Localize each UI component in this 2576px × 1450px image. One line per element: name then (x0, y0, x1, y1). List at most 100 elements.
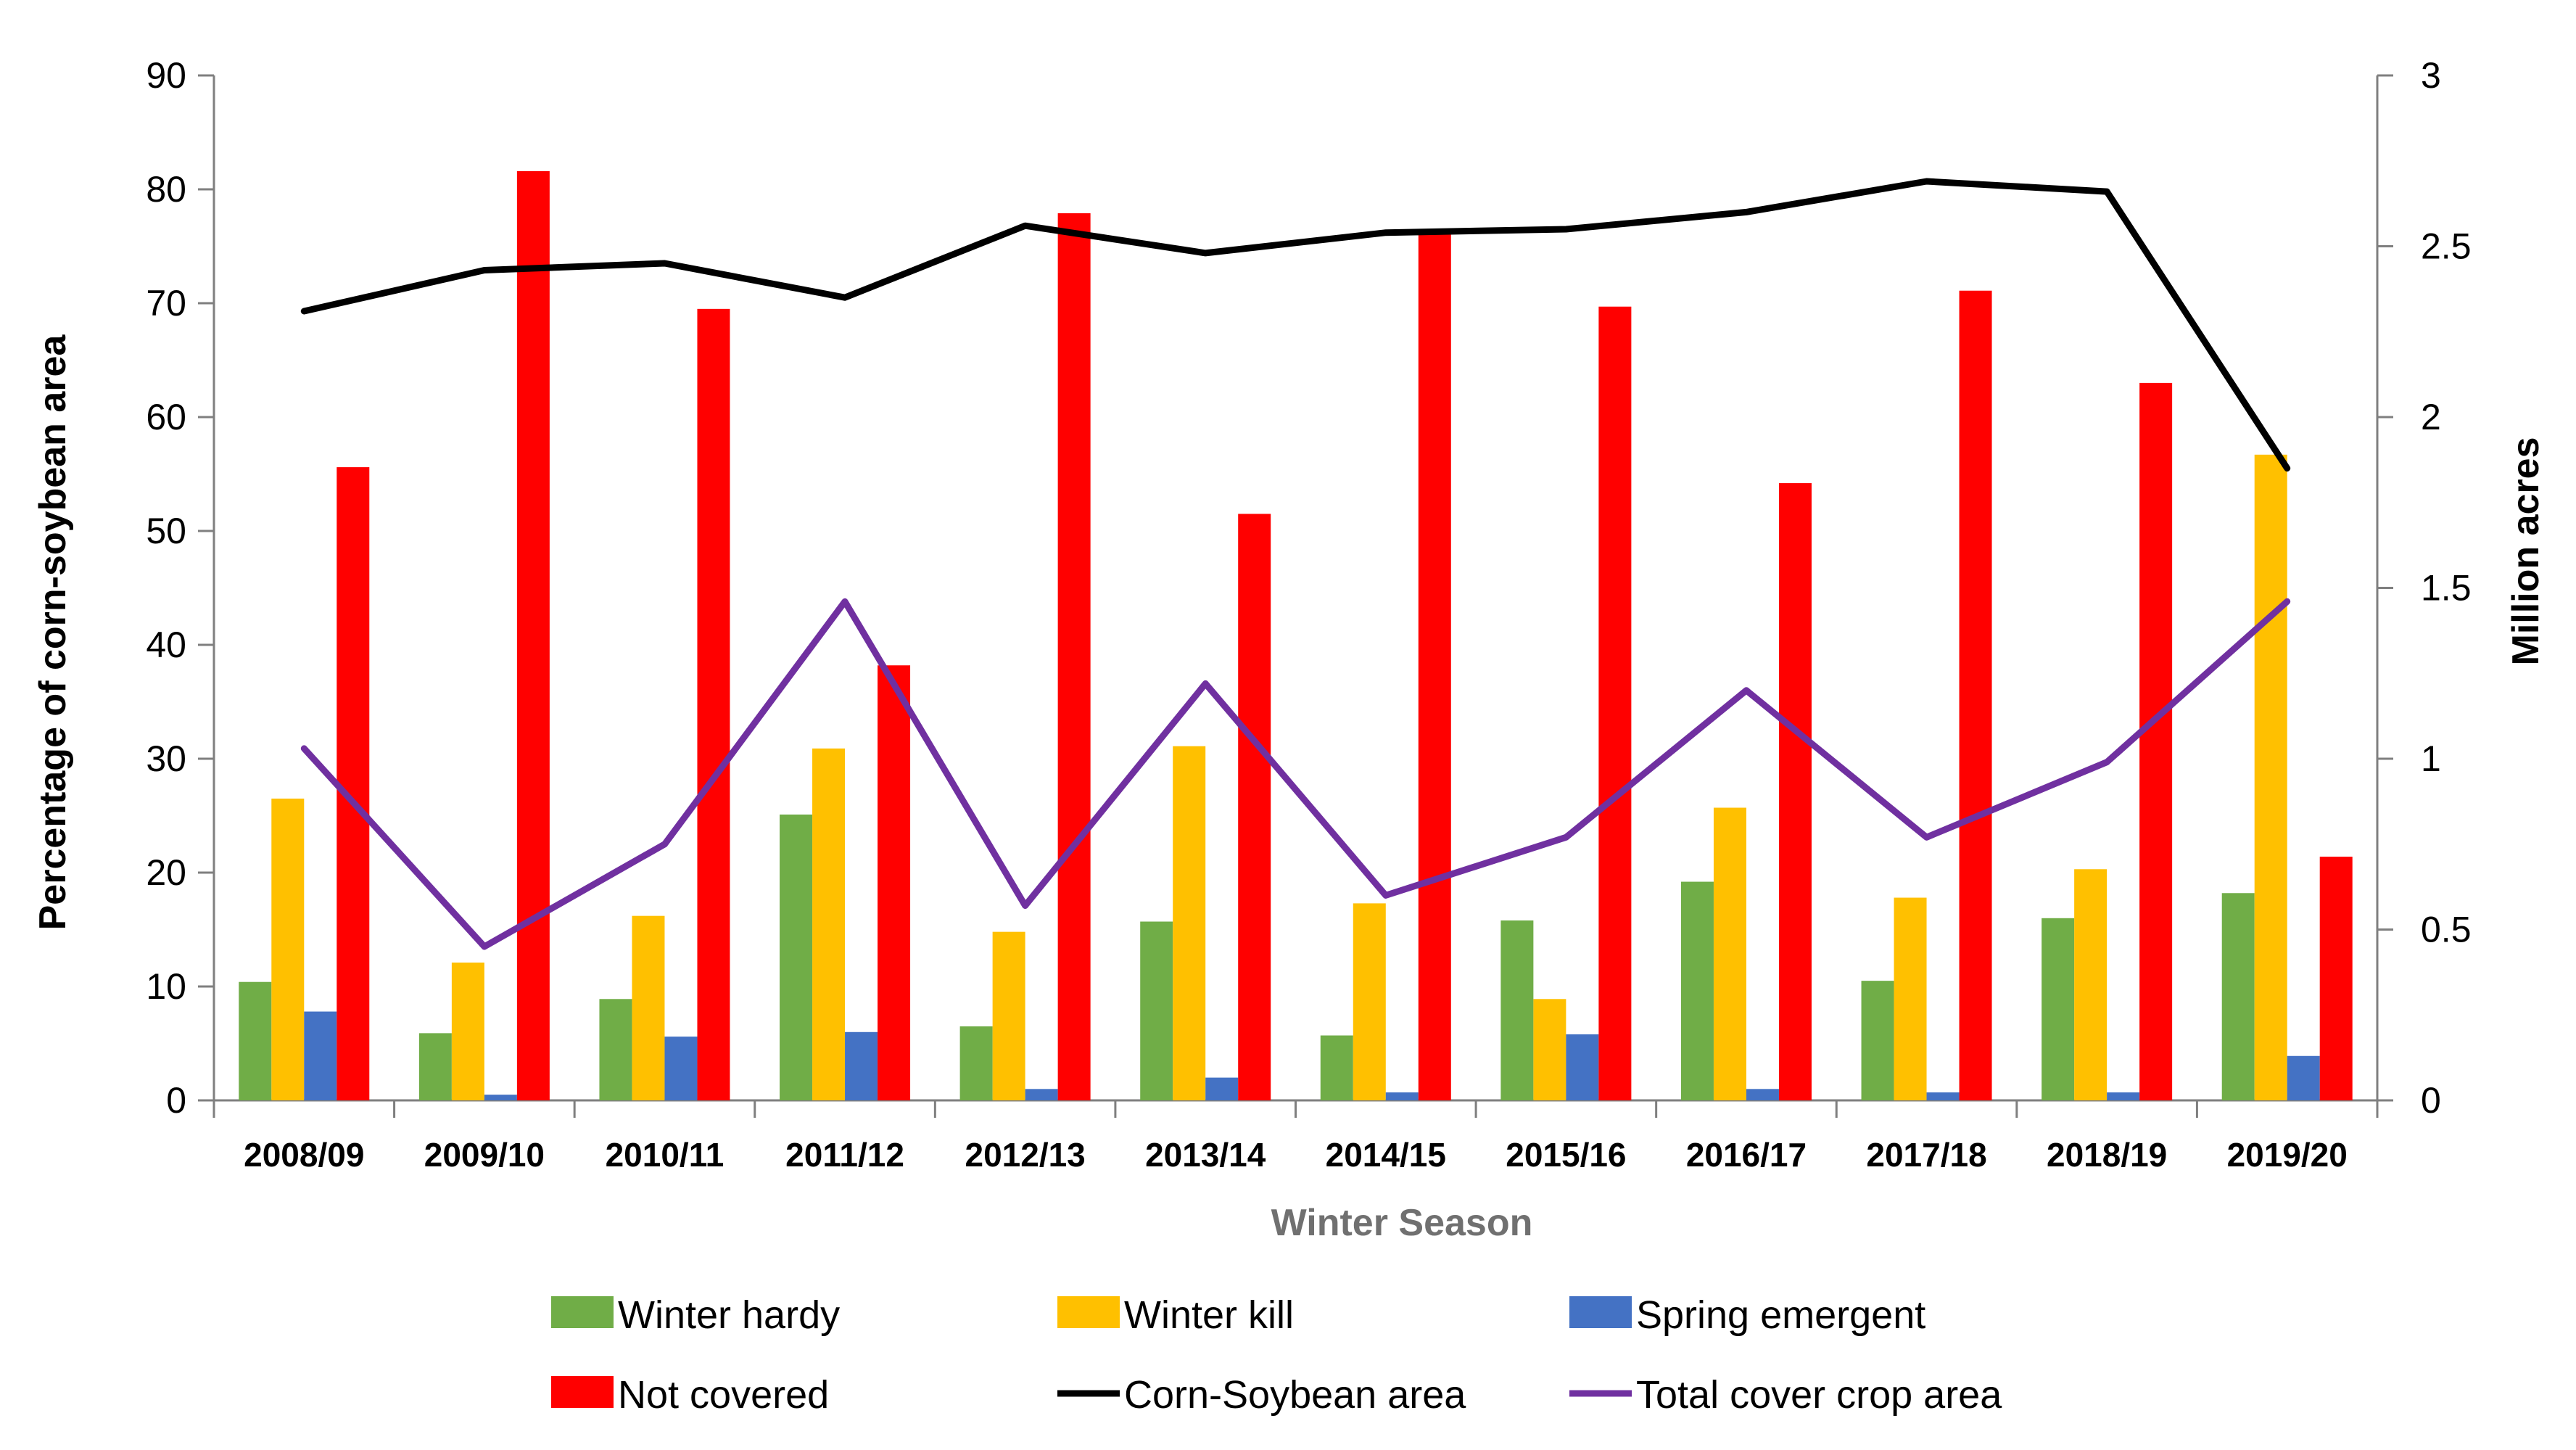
legend-swatch (1569, 1296, 1632, 1328)
bar-spring-emergent-2015-16 (1566, 1034, 1599, 1100)
bar-winter-kill-2008-09 (271, 798, 305, 1100)
y-tick-label: 90 (146, 55, 186, 96)
bar-winter-hardy-2010-11 (599, 999, 632, 1100)
legend-label: Not covered (618, 1373, 829, 1417)
bar-winter-hardy-2019-20 (2221, 893, 2255, 1100)
bar-spring-emergent-2012-13 (1025, 1089, 1058, 1100)
bar-winter-kill-2017-18 (1894, 897, 1927, 1100)
legend-label: Winter kill (1124, 1293, 1294, 1337)
y-axis-title: Percentage of corn-soybean area (32, 334, 74, 931)
x-tick-label: 2015/16 (1506, 1136, 1626, 1174)
x-tick-label: 2009/10 (424, 1136, 545, 1174)
bar-not-covered-2011-12 (878, 665, 911, 1100)
bar-winter-kill-2016-17 (1713, 807, 1746, 1100)
x-axis-title: Winter Season (1271, 1202, 1533, 1244)
y-tick-label: 50 (146, 511, 186, 551)
bar-spring-emergent-2011-12 (845, 1031, 878, 1100)
bar-spring-emergent-2016-17 (1746, 1089, 1779, 1100)
bars (239, 170, 2353, 1101)
y2-tick-label: 2.5 (2421, 226, 2472, 267)
x-tick-label: 2010/11 (606, 1136, 724, 1174)
lines (300, 178, 2291, 950)
x-tick-label: 2011/12 (785, 1136, 904, 1174)
bar-not-covered-2016-17 (1778, 483, 1812, 1100)
legend-label: Winter hardy (618, 1293, 840, 1337)
bar-winter-hardy-2011-12 (780, 814, 813, 1100)
bar-winter-kill-2015-16 (1533, 999, 1566, 1100)
bar-spring-emergent-2009-10 (484, 1095, 517, 1100)
line-corn-soybean-area (300, 178, 2291, 472)
bar-winter-hardy-2012-13 (959, 1026, 993, 1100)
bar-winter-kill-2013-14 (1173, 746, 1206, 1100)
bar-spring-emergent-2019-20 (2287, 1055, 2320, 1100)
y-tick-label: 60 (146, 397, 186, 437)
y-tick-label: 20 (146, 852, 186, 893)
bar-not-covered-2008-09 (337, 467, 370, 1100)
x-tick-label: 2019/20 (2227, 1136, 2348, 1174)
bar-spring-emergent-2010-11 (664, 1037, 698, 1100)
x-tick-label: 2013/14 (1145, 1136, 1266, 1174)
legend-label: Total cover crop area (1636, 1373, 2002, 1417)
bar-not-covered-2018-19 (2139, 382, 2173, 1100)
y2-axis-title: Million acres (2505, 437, 2547, 666)
x-tick-label: 2017/18 (1866, 1136, 1986, 1174)
bar-winter-hardy-2018-19 (2042, 918, 2075, 1100)
bar-not-covered-2013-14 (1238, 514, 1271, 1100)
y-tick-label: 80 (146, 169, 186, 210)
ticks: 0 10 20 30 40 50 60 70 80 90 0 0.5 1 1.5 2 2.5 3 2008/09 2… (146, 55, 2471, 1174)
bar-not-covered-2010-11 (697, 308, 730, 1101)
y-tick-label: 40 (146, 625, 186, 665)
legend-swatch (551, 1296, 614, 1328)
legend: Winter hardy Winter kill Spring emergent No… (551, 1293, 2002, 1417)
bar-winter-kill-2010-11 (632, 915, 665, 1100)
legend-swatch (1057, 1296, 1120, 1328)
x-tick-label: 2012/13 (965, 1136, 1085, 1174)
bar-winter-hardy-2009-10 (418, 1033, 452, 1100)
y2-tick-label: 0.5 (2421, 910, 2472, 950)
bar-winter-kill-2011-12 (812, 748, 846, 1100)
axes (198, 74, 2393, 1118)
bar-spring-emergent-2017-18 (1926, 1092, 1960, 1100)
legend-swatch (551, 1376, 614, 1408)
bar-spring-emergent-2008-09 (304, 1011, 337, 1100)
bar-winter-hardy-2015-16 (1500, 920, 1534, 1100)
y-tick-label: 70 (146, 283, 186, 324)
bar-winter-hardy-2014-15 (1320, 1035, 1353, 1100)
legend-label: Corn-Soybean area (1124, 1373, 1466, 1417)
bar-not-covered-2014-15 (1418, 230, 1451, 1100)
bar-winter-kill-2018-19 (2074, 869, 2108, 1100)
bar-winter-kill-2009-10 (451, 963, 484, 1100)
bar-not-covered-2019-20 (2319, 857, 2353, 1100)
legend-item-corn-soybean-area: Corn-Soybean area (1057, 1373, 1466, 1417)
bar-spring-emergent-2014-15 (1385, 1092, 1419, 1100)
line-total-cover-crop-area (300, 598, 2291, 950)
legend-item-spring-emergent: Spring emergent (1569, 1293, 1925, 1337)
legend-item-winter-hardy: Winter hardy (551, 1293, 840, 1337)
y2-tick-label: 1 (2421, 738, 2441, 779)
bar-spring-emergent-2018-19 (2107, 1092, 2140, 1100)
bar-not-covered-2017-18 (1959, 290, 1992, 1101)
bar-winter-hardy-2017-18 (1861, 981, 1894, 1100)
bar-winter-hardy-2016-17 (1680, 881, 1714, 1100)
y-tick-label: 30 (146, 738, 186, 779)
y2-tick-label: 0 (2421, 1080, 2441, 1121)
bar-not-covered-2015-16 (1598, 306, 1632, 1101)
bar-not-covered-2012-13 (1057, 213, 1091, 1101)
x-tick-label: 2016/17 (1686, 1136, 1807, 1174)
y-tick-label: 0 (166, 1080, 186, 1121)
bar-not-covered-2009-10 (516, 170, 550, 1100)
bar-winter-kill-2019-20 (2254, 454, 2287, 1100)
bar-winter-hardy-2013-14 (1140, 921, 1173, 1100)
bar-winter-hardy-2008-09 (239, 981, 272, 1100)
y-tick-label: 10 (146, 966, 186, 1007)
y2-tick-label: 1.5 (2421, 568, 2472, 609)
bar-winter-kill-2012-13 (992, 931, 1025, 1100)
legend-label: Spring emergent (1636, 1293, 1925, 1337)
y2-tick-label: 3 (2421, 55, 2441, 96)
y2-tick-label: 2 (2421, 397, 2441, 437)
legend-item-winter-kill: Winter kill (1057, 1293, 1294, 1337)
legend-item-not-covered: Not covered (551, 1373, 829, 1417)
legend-item-total-cover-crop-area: Total cover crop area (1569, 1373, 2002, 1417)
bar-spring-emergent-2013-14 (1205, 1077, 1239, 1100)
